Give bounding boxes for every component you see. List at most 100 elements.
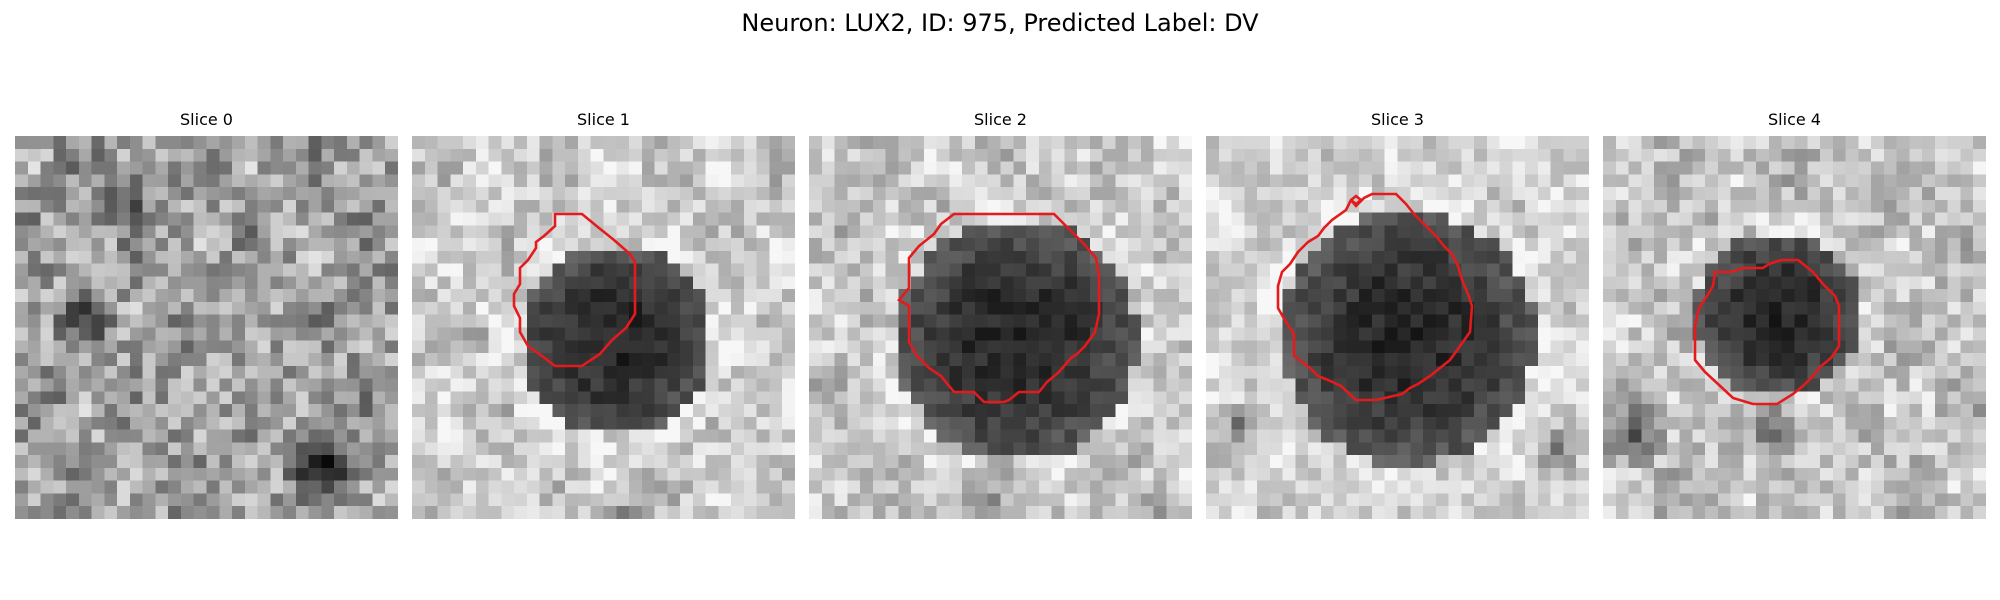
- image-pixel: [1474, 480, 1488, 494]
- image-pixel: [936, 353, 950, 367]
- image-pixel: [1371, 276, 1385, 290]
- image-pixel: [117, 187, 131, 201]
- image-pixel: [295, 199, 309, 213]
- image-pixel: [1359, 378, 1373, 392]
- image-pixel: [1781, 378, 1795, 392]
- image-pixel: [718, 289, 732, 303]
- image-pixel: [1537, 365, 1551, 379]
- image-pixel: [1410, 378, 1424, 392]
- image-pixel: [257, 276, 271, 290]
- image-pixel: [1666, 289, 1680, 303]
- image-pixel: [321, 353, 335, 367]
- image-pixel: [1499, 391, 1513, 405]
- image-pixel: [1947, 238, 1961, 252]
- image-pixel: [743, 480, 757, 494]
- image-pixel: [334, 353, 348, 367]
- image-pixel: [66, 199, 80, 213]
- image-pixel: [1756, 480, 1770, 494]
- image-pixel: [949, 480, 963, 494]
- image-pixel: [1077, 429, 1091, 443]
- image-pixel: [206, 314, 220, 328]
- image-pixel: [1628, 136, 1642, 150]
- image-pixel: [1537, 493, 1551, 507]
- image-pixel: [526, 136, 540, 150]
- image-pixel: [539, 340, 553, 354]
- image-pixel: [270, 442, 284, 456]
- image-pixel: [1115, 276, 1129, 290]
- image-pixel: [1410, 136, 1424, 150]
- image-pixel: [117, 365, 131, 379]
- image-pixel: [437, 416, 451, 430]
- image-pixel: [718, 174, 732, 188]
- image-pixel: [1295, 161, 1309, 175]
- image-pixel: [1871, 187, 1885, 201]
- image-pixel: [129, 187, 143, 201]
- image-pixel: [603, 416, 617, 430]
- image-pixel: [412, 212, 426, 226]
- image-pixel: [1858, 327, 1872, 341]
- image-pixel: [1883, 301, 1897, 315]
- image-pixel: [1883, 225, 1897, 239]
- image-pixel: [1166, 276, 1180, 290]
- image-pixel: [1051, 276, 1065, 290]
- image-pixel: [526, 199, 540, 213]
- image-pixel: [821, 263, 835, 277]
- image-pixel: [1768, 314, 1782, 328]
- image-pixel: [1730, 314, 1744, 328]
- image-pixel: [1000, 378, 1014, 392]
- image-pixel: [1858, 378, 1872, 392]
- image-pixel: [321, 442, 335, 456]
- image-pixel: [1000, 250, 1014, 264]
- image-pixel: [1871, 174, 1885, 188]
- image-pixel: [911, 506, 925, 519]
- image-pixel: [1051, 416, 1065, 430]
- image-pixel: [552, 480, 566, 494]
- image-pixel: [590, 493, 604, 507]
- image-pixel: [1000, 493, 1014, 507]
- image-pixel: [641, 506, 655, 519]
- image-pixel: [359, 327, 373, 341]
- image-pixel: [142, 199, 156, 213]
- image-pixel: [1359, 327, 1373, 341]
- image-pixel: [463, 353, 477, 367]
- image-pixel: [1692, 148, 1706, 162]
- image-pixel: [1295, 404, 1309, 418]
- image-pixel: [1883, 161, 1897, 175]
- image-pixel: [1026, 506, 1040, 519]
- image-pixel: [372, 276, 386, 290]
- image-pixel: [1550, 276, 1564, 290]
- image-pixel: [424, 238, 438, 252]
- image-pixel: [206, 480, 220, 494]
- image-pixel: [1282, 442, 1296, 456]
- image-pixel: [1423, 378, 1437, 392]
- image-pixel: [1423, 493, 1437, 507]
- image-pixel: [1756, 238, 1770, 252]
- image-pixel: [1858, 467, 1872, 481]
- image-pixel: [27, 404, 41, 418]
- image-pixel: [501, 199, 515, 213]
- image-pixel: [1768, 506, 1782, 519]
- image-pixel: [1563, 480, 1577, 494]
- image-pixel: [1563, 429, 1577, 443]
- image-pixel: [1038, 238, 1052, 252]
- image-pixel: [321, 416, 335, 430]
- image-pixel: [1960, 174, 1974, 188]
- image-pixel: [1128, 506, 1142, 519]
- image-pixel: [743, 187, 757, 201]
- image-pixel: [1603, 199, 1617, 213]
- image-pixel: [1000, 212, 1014, 226]
- image-pixel: [769, 391, 783, 405]
- image-pixel: [526, 314, 540, 328]
- image-pixel: [1858, 136, 1872, 150]
- image-pixel: [1922, 467, 1936, 481]
- image-pixel: [1371, 378, 1385, 392]
- image-pixel: [155, 136, 169, 150]
- image-pixel: [155, 276, 169, 290]
- image-pixel: [911, 238, 925, 252]
- image-pixel: [257, 429, 271, 443]
- image-pixel: [308, 416, 322, 430]
- image-pixel: [321, 212, 335, 226]
- image-pixel: [1973, 289, 1986, 303]
- image-pixel: [1794, 225, 1808, 239]
- image-pixel: [1359, 199, 1373, 213]
